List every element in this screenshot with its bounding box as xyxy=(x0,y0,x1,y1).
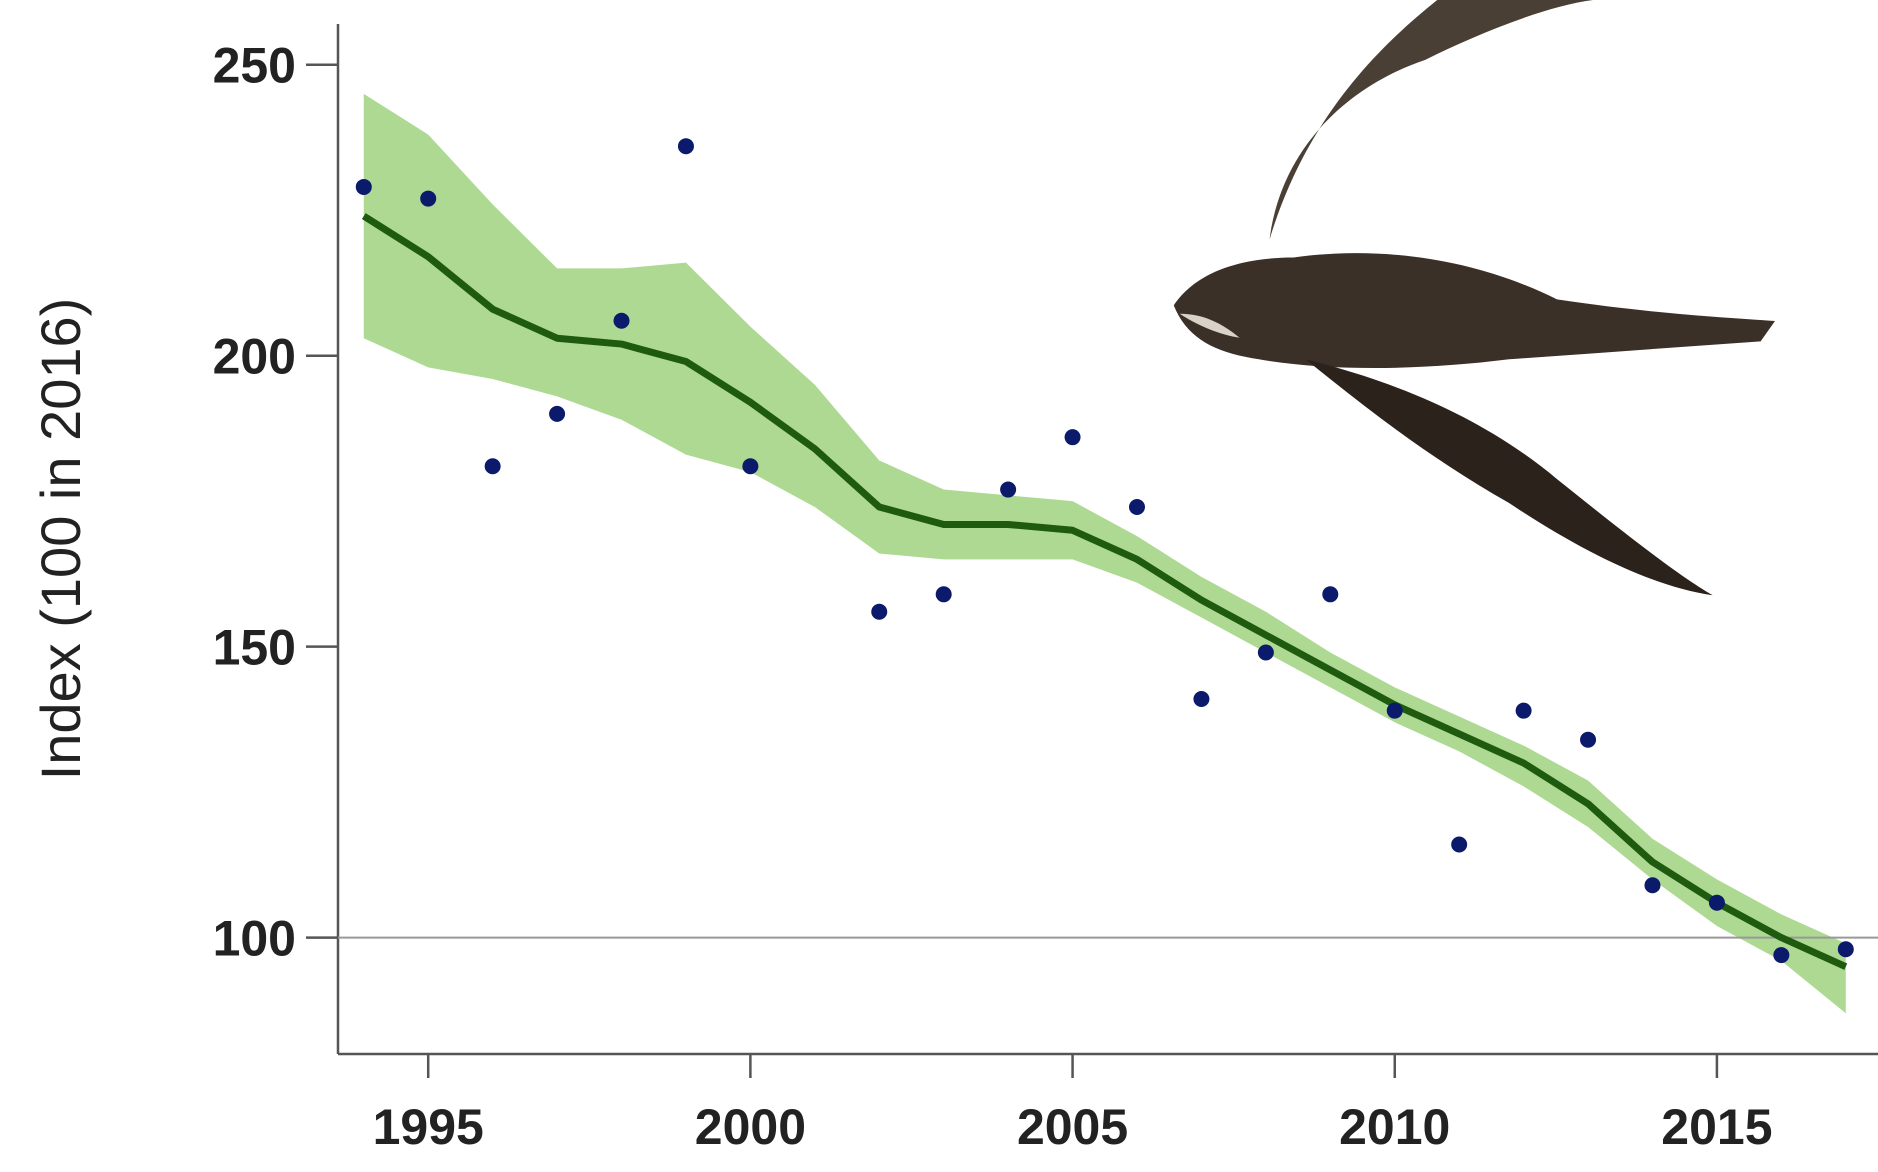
data-point xyxy=(1000,482,1016,498)
data-point xyxy=(1065,429,1081,445)
data-point xyxy=(1258,644,1274,660)
data-point xyxy=(742,458,758,474)
data-point xyxy=(1773,947,1789,963)
x-tick-label: 2015 xyxy=(1661,1099,1772,1155)
data-point xyxy=(614,313,630,329)
data-point xyxy=(420,191,436,207)
y-tick-label: 200 xyxy=(213,329,296,385)
y-tick-label: 150 xyxy=(213,620,296,676)
data-point xyxy=(485,458,501,474)
data-point xyxy=(871,604,887,620)
data-point xyxy=(936,586,952,602)
data-point xyxy=(678,138,694,154)
data-point xyxy=(1644,877,1660,893)
data-point xyxy=(1516,703,1532,719)
data-point xyxy=(356,179,372,195)
bird-lower-wing xyxy=(1305,359,1712,595)
data-point xyxy=(1387,703,1403,719)
data-point xyxy=(1193,691,1209,707)
x-tick-label: 2000 xyxy=(695,1099,806,1155)
x-tick-label: 2010 xyxy=(1339,1099,1450,1155)
y-axis-label: Index (100 in 2016) xyxy=(29,298,92,781)
data-point xyxy=(1709,895,1725,911)
x-tick-label: 2005 xyxy=(1017,1099,1128,1155)
bird-upper-wing xyxy=(1270,0,1593,240)
data-point xyxy=(1580,732,1596,748)
bird-body xyxy=(1174,253,1775,368)
y-tick-label: 250 xyxy=(213,38,296,94)
data-point xyxy=(1322,586,1338,602)
chart: Index (100 in 2016) 100 150 200 250 1995 2000… xyxy=(0,0,1878,1172)
x-tick-label: 1995 xyxy=(373,1099,484,1155)
y-tick-label: 100 xyxy=(213,911,296,967)
data-point xyxy=(1451,837,1467,853)
data-point xyxy=(1838,941,1854,957)
data-point xyxy=(1129,499,1145,515)
bird-illustration xyxy=(1174,0,1775,595)
data-point xyxy=(549,406,565,422)
